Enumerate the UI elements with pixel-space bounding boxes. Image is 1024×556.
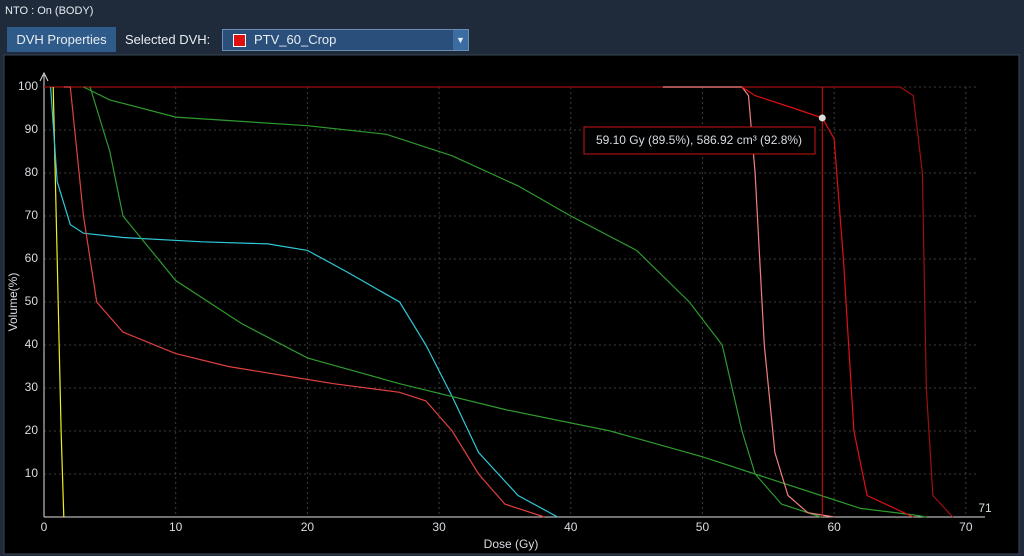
x-tick-label: 60 <box>827 520 841 534</box>
x-axis-label: Dose (Gy) <box>484 537 539 551</box>
x-tick-label: 50 <box>696 520 710 534</box>
x-tick-label: 0 <box>41 520 48 534</box>
dvh-curve <box>83 86 822 518</box>
y-tick-label: 70 <box>25 208 39 222</box>
dvh-curve <box>662 86 835 518</box>
tooltip-box <box>583 126 816 155</box>
dvh-curve <box>63 86 545 518</box>
tooltip-text: 59.10 Gy (89.5%), 586.92 cm³ (92.8%) <box>596 133 802 147</box>
x-tick-label: 70 <box>959 520 973 534</box>
y-tick-label: 90 <box>25 122 39 136</box>
selected-dvh-label: Selected DVH: <box>125 32 211 47</box>
structure-color <box>233 34 246 47</box>
dvh-curve <box>44 86 954 518</box>
y-tick-label: 50 <box>25 294 39 308</box>
cursor-point <box>818 114 826 122</box>
x-tick-label: 30 <box>432 520 446 534</box>
x-tick-label: 20 <box>301 520 315 534</box>
dvh-properties-button[interactable]: DVH Properties <box>7 27 116 52</box>
y-tick-label: 40 <box>25 337 39 351</box>
y-tick-label: 10 <box>25 466 39 480</box>
dvh-curve <box>52 86 65 518</box>
x-tick-label: 10 <box>169 520 183 534</box>
status-text: NTO : On (BODY) <box>5 5 94 17</box>
y-tick-label: 100 <box>18 79 38 93</box>
chart-panel <box>3 54 1020 555</box>
dvh-curve <box>741 86 914 518</box>
y-axis-label: Volume(%) <box>6 273 20 332</box>
y-tick-label: 80 <box>25 165 39 179</box>
dvh-dropdown[interactable]: PTV_60_Crop ▼ <box>222 29 469 51</box>
x-tick-label: 40 <box>564 520 578 534</box>
y-tick-label: 60 <box>25 251 39 265</box>
dropdown-value: PTV_60_Crop <box>254 32 337 47</box>
x-max-label: 71 <box>978 501 992 515</box>
dvh-curve <box>89 86 927 518</box>
dropdown-arrow[interactable]: ▼ <box>453 30 468 50</box>
y-tick-label: 20 <box>25 423 39 437</box>
dvh-curve <box>50 86 558 518</box>
y-axis-arrow <box>39 71 49 82</box>
y-tick-label: 30 <box>25 380 39 394</box>
